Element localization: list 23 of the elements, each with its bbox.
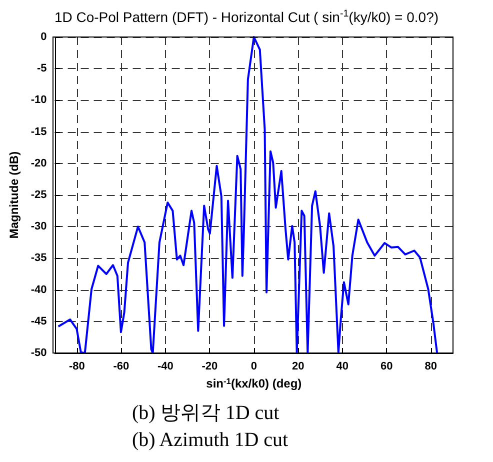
text: (b) 방위각 1D cut <box>132 402 280 424</box>
x-tick-label: 40 <box>336 360 349 372</box>
y-tick-label: -10 <box>30 94 47 106</box>
y-tick-label: -20 <box>30 157 47 170</box>
y-tick-label: -50 <box>30 347 47 359</box>
x-tick-label: 20 <box>292 360 304 372</box>
x-tick-label: -40 <box>157 360 174 372</box>
x-tick-label: -80 <box>68 360 85 372</box>
y-tick-label: -35 <box>30 252 47 264</box>
x-tick-label: -20 <box>202 360 218 372</box>
x-tick-label: 0 <box>250 360 257 372</box>
y-tick-label: 0 <box>40 31 47 43</box>
text: (b) Azimuth 1D cut <box>132 429 289 451</box>
x-tick-label: 80 <box>424 360 438 372</box>
y-tick-label: -45 <box>30 315 47 328</box>
y-tick-label: -40 <box>30 284 47 296</box>
y-tick-label: -25 <box>30 189 47 201</box>
x-tick-label: -60 <box>113 360 130 372</box>
y-tick-label: -15 <box>30 126 47 138</box>
y-tick-label: -5 <box>37 62 47 75</box>
y-tick-label: -30 <box>30 220 47 233</box>
y-axis-title: Magnitude (dB) <box>7 151 21 239</box>
x-tick-label: 60 <box>380 360 393 372</box>
